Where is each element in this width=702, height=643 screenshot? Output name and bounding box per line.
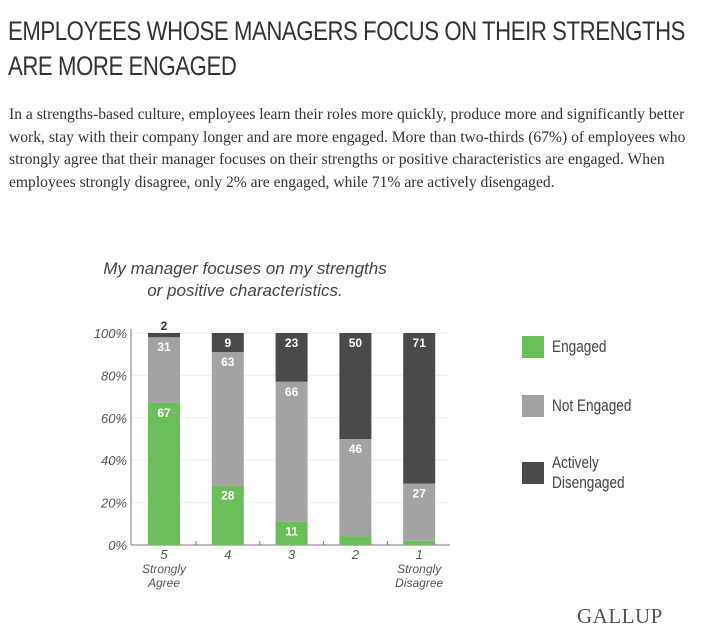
bar-segment-engaged [275, 521, 308, 545]
x-sublabel: Disagree [395, 576, 443, 590]
description: In a strengths-based culture, employees … [9, 106, 686, 191]
legend-item: Not Engaged [522, 395, 651, 417]
x-tick-label: 4 [224, 547, 231, 562]
data-label: 67 [157, 406, 171, 420]
data-label: 31 [157, 340, 171, 354]
bar-segment-actively-disengaged [211, 333, 244, 353]
legend-label: Engaged [552, 337, 607, 356]
page-title: EMPLOYEES WHOSE MANAGERS FOCUS ON THEIR … [8, 16, 686, 81]
legend-label: Actively Disengaged [551, 453, 625, 492]
x-tick-label: 1 [416, 547, 423, 562]
legend-swatch [522, 462, 544, 484]
legend-item: Actively Disengaged [522, 453, 702, 493]
bar-segment-actively-disengaged [275, 333, 308, 382]
legend-swatch [522, 395, 544, 417]
data-label: 2 [161, 319, 168, 333]
bar-segment-engaged [403, 540, 436, 545]
data-label: 63 [221, 355, 235, 369]
x-sublabel: Strongly [142, 562, 187, 576]
bar-segment-engaged [211, 485, 244, 545]
data-label: 23 [285, 336, 299, 350]
x-tick-label: 5 [160, 547, 168, 562]
data-label: 9 [224, 336, 231, 350]
bar-segment-not-engaged [339, 439, 372, 537]
data-label: 50 [349, 336, 363, 350]
data-label: 71 [413, 336, 427, 350]
data-label: 28 [221, 489, 235, 503]
y-tick-label: 0% [108, 538, 127, 553]
y-tick-label: 80% [101, 368, 127, 383]
legend-label: Not Engaged [552, 396, 632, 415]
x-sublabel: Agree [147, 576, 180, 590]
y-tick-label: 60% [101, 411, 127, 426]
y-tick-label: 40% [101, 453, 127, 468]
bar-segment-actively-disengaged [148, 333, 180, 338]
legend-swatch [522, 336, 544, 358]
bar-segment-actively-disengaged [339, 333, 372, 439]
bar-segment-actively-disengaged [403, 333, 436, 484]
data-label: 66 [285, 385, 299, 399]
y-tick-label: 20% [100, 496, 127, 511]
data-label: 27 [413, 487, 427, 501]
y-tick-label: 100% [94, 326, 127, 341]
data-label: 11 [285, 525, 298, 539]
bar-segment-engaged [148, 402, 180, 545]
bar-segment-not-engaged [211, 352, 244, 486]
data-label: 46 [349, 442, 363, 456]
x-tick-label: 2 [351, 547, 360, 562]
legend-item: Engaged [522, 336, 620, 358]
bar-segment-engaged [339, 536, 372, 545]
bar-segment-not-engaged [275, 381, 308, 522]
x-sublabel: Strongly [397, 562, 442, 576]
x-tick-label: 3 [288, 547, 296, 562]
bar-segment-not-engaged [403, 483, 436, 541]
gallup-logo: GALLUP [577, 604, 663, 628]
chart-title: My manager focuses on my strengths or po… [103, 259, 387, 300]
bar-segment-not-engaged [148, 337, 180, 403]
